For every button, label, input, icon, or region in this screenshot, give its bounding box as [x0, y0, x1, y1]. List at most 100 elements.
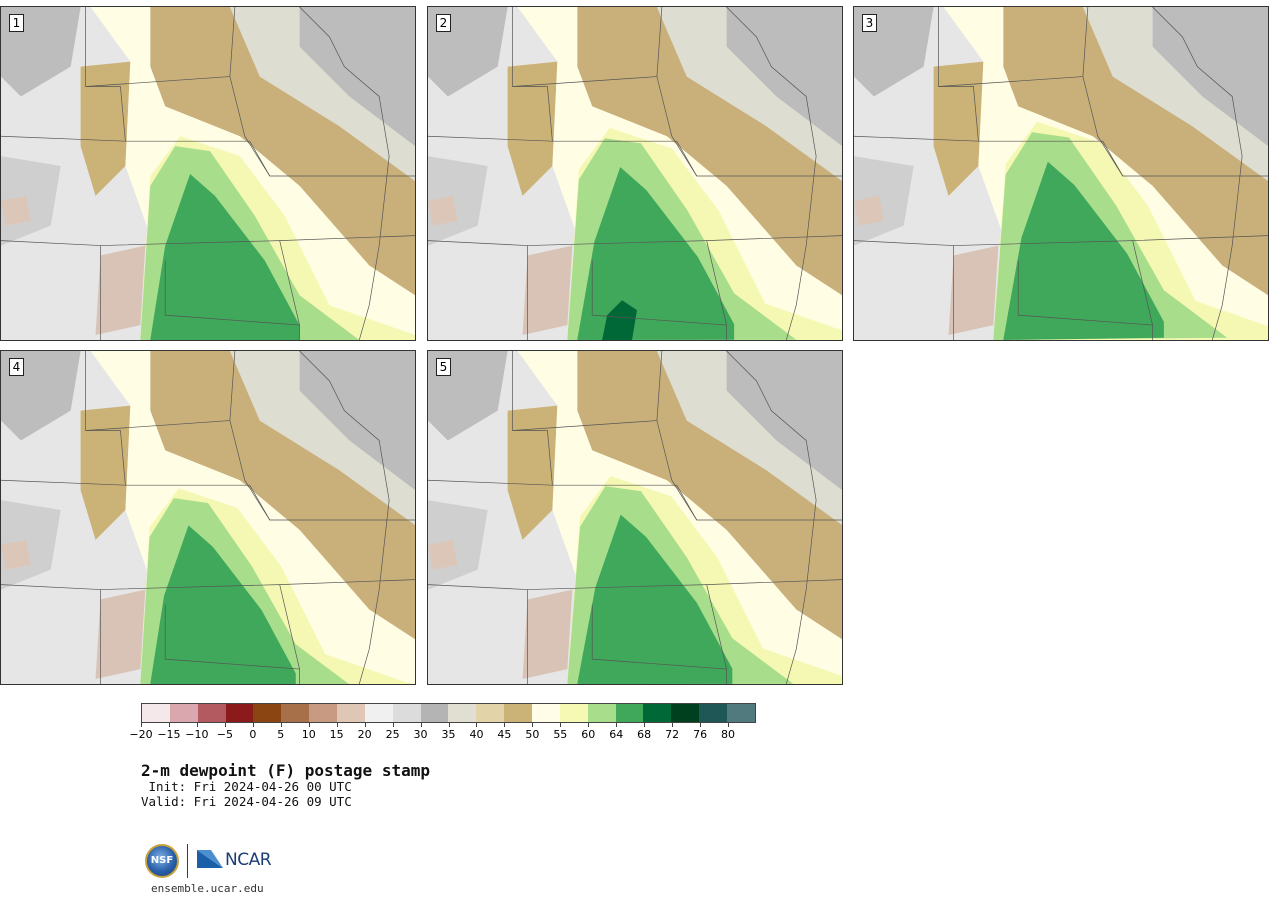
colorbar-tick [532, 723, 534, 727]
colorbar-tick [644, 723, 646, 727]
colorbar-tick-label: 40 [469, 728, 484, 741]
very-dry-region [1, 195, 31, 226]
river-border [656, 76, 697, 177]
very-dry-region [522, 245, 573, 336]
moderate-dewpoint-band [80, 61, 131, 196]
colorbar-tick [448, 723, 450, 727]
river-border [299, 351, 390, 684]
state-border [1, 579, 415, 590]
moderate-dewpoint-band [150, 351, 415, 640]
colorbar-tick-label: 76 [693, 728, 708, 741]
colorbar-tick-label: 45 [497, 728, 512, 741]
very-humid-core [150, 173, 300, 340]
panel-number-label: 4 [9, 358, 24, 376]
colorbar-tick [560, 723, 562, 727]
colorbar-swatch [281, 704, 310, 722]
colorbar-tick-label: 15 [329, 728, 344, 741]
colorbar-tick [141, 723, 142, 727]
colorbar-swatch [253, 704, 282, 722]
colorbar-tick [700, 723, 702, 727]
member-panel-3: 3 [853, 6, 1269, 341]
state-border [1017, 260, 1153, 340]
colorbar-tick [392, 723, 394, 727]
colorbar-swatch [197, 704, 226, 722]
colorbar-swatch [671, 704, 700, 722]
moderate-dewpoint-band [507, 61, 558, 196]
colorbar-swatch [448, 704, 477, 722]
colorbar-tick [280, 723, 282, 727]
state-border [706, 584, 727, 670]
moderate-dewpoint-band [577, 351, 842, 640]
river-border [299, 7, 390, 340]
moderate-dewpoint-band [1003, 7, 1268, 296]
colorbar-tick-label: 50 [525, 728, 540, 741]
state-border [1, 351, 126, 486]
northeast-moderate-region [656, 351, 842, 525]
dewpoint-map-4 [1, 351, 415, 684]
colorbar-swatch [699, 704, 728, 722]
colorbar-tick-label: 60 [581, 728, 596, 741]
colorbar-tick [336, 723, 338, 727]
very-dry-region [428, 539, 458, 570]
member-panel-5: 5 [427, 350, 843, 685]
colorbar-tick [616, 723, 618, 727]
colorbar-tick-label: 68 [637, 728, 652, 741]
very-dry-region [95, 589, 146, 680]
colorbar-tick-label: 10 [301, 728, 316, 741]
northeast-moderate-region [1082, 7, 1268, 181]
colorbar-tick-label: −10 [185, 728, 209, 741]
river-border [229, 420, 270, 521]
moderate-dewpoint-band [150, 7, 415, 296]
member-panel-4: 4 [0, 350, 416, 685]
moderate-dewpoint-band [80, 405, 131, 540]
very-dry-region [428, 195, 458, 226]
northeast-moderate-region [656, 7, 842, 181]
state-border [428, 235, 842, 246]
nsf-logo: NSF [145, 844, 179, 878]
state-border [125, 140, 415, 177]
panel-number-label: 2 [436, 14, 451, 32]
colorbar-tick-label: 64 [609, 728, 624, 741]
state-border [279, 584, 300, 670]
colorbar-tick-label: 35 [441, 728, 456, 741]
river-border [726, 351, 817, 684]
northeast-dry-region [726, 351, 842, 491]
moderate-dewpoint-band [933, 61, 984, 196]
colorbar-swatch [532, 704, 560, 722]
moderate-dewpoint-band [507, 405, 558, 540]
dewpoint-map-1 [1, 7, 415, 340]
colorbar-swatch [476, 704, 505, 722]
colorbar-swatch [504, 704, 533, 722]
very-humid-core [577, 167, 735, 340]
state-border [428, 351, 553, 486]
colorbar-tick [420, 723, 422, 727]
northeast-moderate-region [229, 7, 415, 181]
very-dry-region [854, 195, 884, 226]
colorbar-tick-label: −15 [157, 728, 181, 741]
colorbar-tick-label: 72 [665, 728, 680, 741]
panel-number-label: 1 [9, 14, 24, 32]
colorbar-swatch [169, 704, 198, 722]
very-humid-core [577, 514, 733, 684]
state-border [428, 579, 842, 590]
state-border [854, 235, 1268, 246]
member-panel-1: 1 [0, 6, 416, 341]
colorbar-swatch [643, 704, 672, 722]
very-dry-region [522, 589, 573, 680]
dewpoint-map-5 [428, 351, 842, 684]
colorbar-tick [252, 723, 254, 727]
colorbar-tick [672, 723, 674, 727]
dewpoint-colorbar [141, 703, 756, 723]
moderate-dewpoint-band [577, 7, 842, 296]
state-border [428, 7, 553, 142]
state-border [1, 7, 126, 142]
state-border [125, 484, 415, 521]
colorbar-tick [588, 723, 590, 727]
dewpoint-map-3 [854, 7, 1268, 340]
colorbar-swatch [392, 704, 421, 722]
colorbar-swatch [615, 704, 644, 722]
state-border [1, 235, 415, 246]
state-border [591, 260, 727, 340]
colorbar-swatch [727, 704, 755, 722]
colorbar-swatch [364, 704, 393, 722]
